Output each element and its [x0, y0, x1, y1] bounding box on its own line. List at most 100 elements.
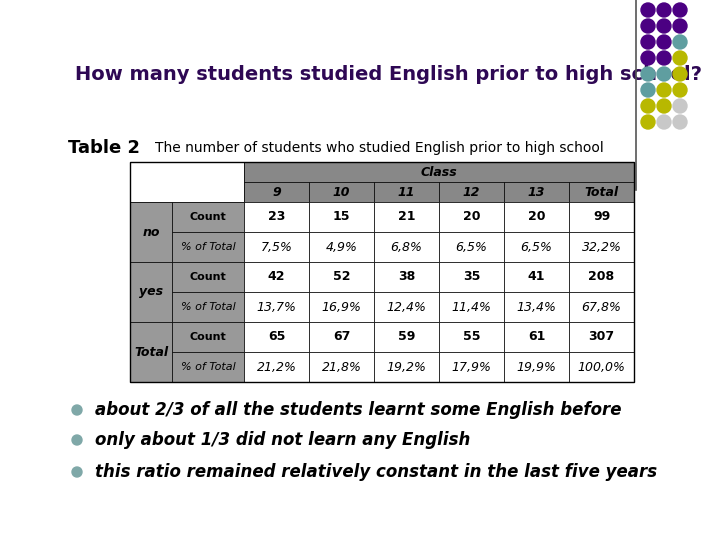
Text: 15: 15 [333, 211, 350, 224]
Text: Count: Count [189, 272, 226, 282]
Circle shape [657, 67, 671, 81]
Text: 13: 13 [528, 186, 545, 199]
Text: Class: Class [420, 165, 457, 179]
Bar [504, 322, 569, 352]
Text: this ratio remained relatively constant in the last five years: this ratio remained relatively constant … [95, 463, 657, 481]
Bar [374, 292, 439, 322]
Text: 12: 12 [463, 186, 480, 199]
Bar [569, 182, 634, 202]
Bar [244, 262, 309, 292]
Text: 6,5%: 6,5% [521, 240, 552, 253]
Circle shape [657, 83, 671, 97]
Bar [244, 232, 309, 262]
Circle shape [657, 51, 671, 65]
Text: Count: Count [189, 212, 226, 222]
Text: 21: 21 [397, 211, 415, 224]
Bar [244, 202, 309, 232]
Text: Count: Count [189, 332, 226, 342]
Bar [504, 182, 569, 202]
Circle shape [673, 67, 687, 81]
Circle shape [657, 19, 671, 33]
Bar [439, 202, 504, 232]
Bar [504, 352, 569, 382]
Bar [309, 292, 374, 322]
Circle shape [641, 67, 655, 81]
Bar [504, 292, 569, 322]
Circle shape [673, 35, 687, 49]
Bar [439, 262, 504, 292]
Circle shape [673, 19, 687, 33]
Bar [130, 162, 244, 202]
Circle shape [673, 83, 687, 97]
Bar [309, 322, 374, 352]
Text: 12,4%: 12,4% [387, 300, 426, 314]
Text: % of Total: % of Total [181, 242, 235, 252]
Bar [374, 182, 439, 202]
Bar [504, 262, 569, 292]
Text: 4,9%: 4,9% [325, 240, 357, 253]
Bar [569, 352, 634, 382]
Bar [172, 202, 244, 232]
Bar [374, 262, 439, 292]
Bar [569, 232, 634, 262]
Bar [504, 202, 569, 232]
Bar [244, 292, 309, 322]
Text: 208: 208 [588, 271, 615, 284]
Text: 52: 52 [333, 271, 350, 284]
Bar [309, 232, 374, 262]
Bar [374, 322, 439, 352]
Bar [569, 202, 634, 232]
Text: 307: 307 [588, 330, 615, 343]
Bar [244, 322, 309, 352]
Text: 13,4%: 13,4% [516, 300, 557, 314]
Bar [172, 232, 244, 262]
Text: 61: 61 [528, 330, 545, 343]
Bar [244, 352, 309, 382]
Bar [439, 292, 504, 322]
Bar [130, 322, 172, 382]
Text: about 2/3 of all the students learnt some English before: about 2/3 of all the students learnt som… [95, 401, 621, 419]
Text: Total: Total [134, 346, 168, 359]
Circle shape [673, 3, 687, 17]
Bar [172, 292, 244, 322]
Text: yes: yes [139, 286, 163, 299]
Text: 19,2%: 19,2% [387, 361, 426, 374]
Bar [244, 162, 634, 182]
Text: % of Total: % of Total [181, 302, 235, 312]
Text: 67: 67 [333, 330, 350, 343]
Text: 7,5%: 7,5% [261, 240, 292, 253]
Text: 19,9%: 19,9% [516, 361, 557, 374]
Circle shape [72, 405, 82, 415]
Bar [130, 262, 172, 322]
Text: Total: Total [585, 186, 618, 199]
Circle shape [72, 435, 82, 445]
Circle shape [673, 51, 687, 65]
Text: 20: 20 [463, 211, 480, 224]
Text: How many students studied English prior to high school?: How many students studied English prior … [75, 65, 702, 84]
Bar [244, 182, 309, 202]
Circle shape [657, 35, 671, 49]
Text: 6,5%: 6,5% [456, 240, 487, 253]
Bar [504, 232, 569, 262]
Text: The number of students who studied English prior to high school: The number of students who studied Engli… [155, 141, 604, 155]
Text: 23: 23 [268, 211, 285, 224]
Bar [374, 232, 439, 262]
Bar [439, 182, 504, 202]
Text: 67,8%: 67,8% [582, 300, 621, 314]
Text: 9: 9 [272, 186, 281, 199]
Bar [309, 182, 374, 202]
Text: 65: 65 [268, 330, 285, 343]
Circle shape [657, 99, 671, 113]
Text: 59: 59 [398, 330, 415, 343]
Text: no: no [143, 226, 160, 239]
Bar [130, 202, 172, 262]
Bar [309, 352, 374, 382]
Circle shape [641, 35, 655, 49]
Bar [439, 352, 504, 382]
Text: 38: 38 [398, 271, 415, 284]
Circle shape [641, 3, 655, 17]
Text: 55: 55 [463, 330, 480, 343]
Circle shape [641, 19, 655, 33]
Circle shape [641, 51, 655, 65]
Text: 13,7%: 13,7% [256, 300, 297, 314]
